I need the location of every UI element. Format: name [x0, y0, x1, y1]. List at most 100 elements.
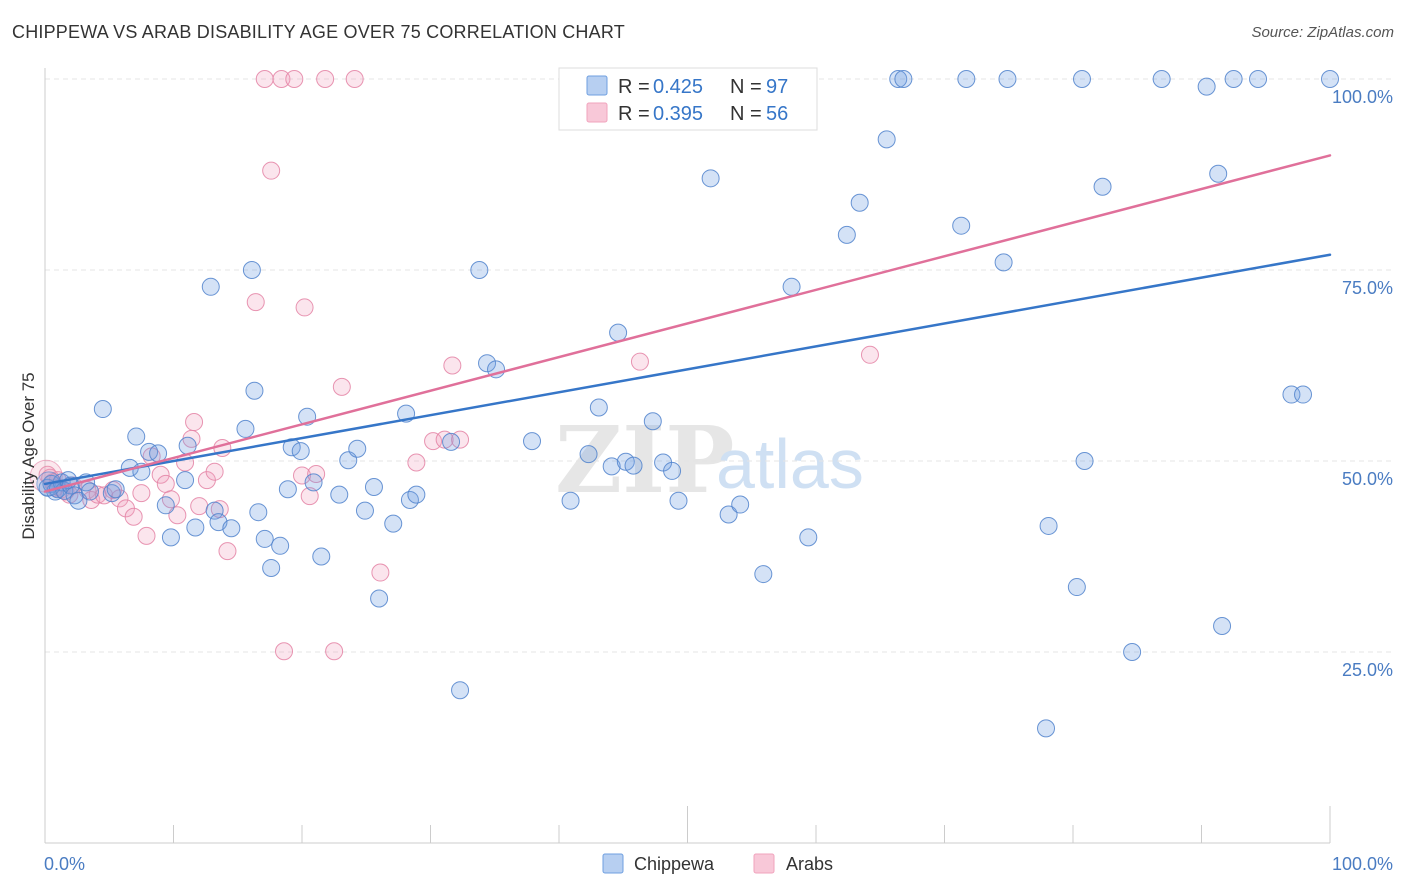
- chippewa-point-55: [478, 354, 497, 373]
- chippewa-point-90: [1123, 643, 1142, 661]
- chippewa-point-78: [889, 70, 908, 88]
- chippewa-n-value: 97: [766, 76, 788, 98]
- chippewa-point-24: [186, 518, 205, 537]
- chippewa-point-42: [330, 485, 349, 504]
- arabs-point-51: [443, 356, 462, 375]
- arabs-point-53: [630, 352, 649, 371]
- chippewa-point-98: [1294, 385, 1313, 404]
- chippewa-point-93: [1209, 164, 1228, 183]
- chippewa-point-22: [176, 471, 195, 490]
- y-axis-title: Disability Age Over 75: [19, 372, 38, 539]
- chippewa-point-82: [994, 253, 1013, 272]
- chippewa-swatch: [586, 75, 608, 96]
- arabs-legend-label: Arabs: [786, 854, 833, 874]
- arabs-point-48: [407, 453, 426, 472]
- chippewa-point-87: [1072, 70, 1091, 88]
- chippewa-point-40: [304, 473, 323, 492]
- chippewa-point-62: [609, 323, 628, 342]
- arabs-point-23: [168, 506, 187, 525]
- chippewa-point-95: [1224, 70, 1243, 88]
- chippewa-r-value: 0.425: [653, 76, 703, 98]
- chippewa-point-52: [442, 432, 461, 451]
- chippewa-point-51: [407, 485, 426, 504]
- chippewa-point-20: [156, 496, 175, 515]
- arabs-trend-line: [43, 154, 1332, 493]
- arabs-point-18: [137, 526, 156, 545]
- arabs-points: [29, 70, 879, 661]
- arabs-point-34: [255, 70, 274, 88]
- arabs-point-47: [371, 563, 390, 582]
- chippewa-point-21: [161, 528, 180, 547]
- chippewa-point-68: [669, 491, 688, 510]
- chippewa-point-86: [1067, 578, 1086, 597]
- x-tick-label-max: 100.0%: [1332, 854, 1393, 874]
- arabs-point-26: [185, 413, 204, 432]
- arabs-r-value: 0.395: [653, 103, 703, 125]
- arabs-point-32: [218, 542, 237, 561]
- chippewa-point-26: [205, 501, 224, 520]
- chippewa-point-88: [1075, 452, 1094, 470]
- chippewa-point-46: [364, 477, 383, 496]
- chippewa-point-99: [1321, 70, 1339, 88]
- chippewa-point-16: [127, 427, 146, 446]
- arabs-point-45: [332, 377, 351, 396]
- chippewa-point-29: [236, 419, 255, 438]
- chippewa-point-57: [523, 432, 542, 451]
- chippewa-point-60: [589, 398, 608, 417]
- arabs-point-55: [860, 345, 879, 364]
- chippewa-point-73: [782, 277, 801, 296]
- chippewa-n-label: N =: [730, 76, 762, 98]
- stats-legend: R = 0.425 N = 97 R = 0.395 N = 56: [558, 67, 818, 131]
- chippewa-point-28: [222, 519, 241, 538]
- arabs-point-46: [345, 70, 364, 88]
- trend-lines: [43, 154, 1332, 493]
- chippewa-point-59: [579, 445, 598, 464]
- chippewa-point-84: [1037, 719, 1056, 738]
- chippewa-point-34: [262, 558, 281, 577]
- chippewa-point-32: [249, 503, 268, 522]
- y-tick-labels: 25.0% 50.0% 75.0% 100.0%: [1332, 87, 1393, 680]
- chippewa-point-45: [355, 501, 374, 520]
- arabs-point-40: [295, 298, 314, 317]
- arabs-point-29: [205, 462, 224, 481]
- arabs-point-38: [285, 70, 304, 88]
- chippewa-point-35: [271, 536, 290, 555]
- chippewa-point-11: [80, 482, 99, 501]
- chippewa-point-64: [624, 456, 643, 475]
- chippewa-point-36: [278, 480, 297, 499]
- arabs-swatch: [586, 102, 608, 123]
- chippewa-legend-label: Chippewa: [634, 854, 715, 874]
- arabs-n-label: N =: [730, 103, 762, 125]
- chippewa-point-85: [1039, 516, 1058, 535]
- chippewa-legend-swatch: [602, 853, 624, 874]
- series-legend: Chippewa Arabs: [602, 853, 833, 874]
- chippewa-point-92: [1197, 77, 1216, 96]
- source-credit: Source: ZipAtlas.com: [1251, 24, 1394, 41]
- chippewa-point-70: [719, 505, 738, 524]
- chippewa-point-79: [894, 70, 913, 88]
- chippewa-point-91: [1152, 70, 1171, 88]
- chippewa-point-31: [245, 381, 264, 400]
- chippewa-point-80: [952, 216, 971, 235]
- chippewa-point-53: [451, 681, 470, 700]
- chippewa-point-30: [242, 261, 261, 279]
- arabs-point-49: [424, 432, 443, 451]
- arabs-r-label: R =: [618, 103, 650, 125]
- chippewa-point-94: [1213, 617, 1232, 636]
- chippewa-point-54: [470, 261, 489, 279]
- chippewa-point-58: [561, 491, 580, 510]
- arabs-point-22: [161, 490, 180, 509]
- arabs-point-27: [190, 497, 209, 516]
- chippewa-r-label: R =: [618, 76, 650, 98]
- arabs-point-43: [316, 70, 335, 88]
- chippewa-point-14: [106, 480, 125, 499]
- arabs-point-17: [132, 484, 151, 503]
- chippewa-point-81: [957, 70, 976, 88]
- arabs-point-37: [275, 642, 294, 661]
- chippewa-point-12: [93, 400, 112, 419]
- x-tick-label-min: 0.0%: [44, 854, 85, 874]
- arabs-point-33: [246, 293, 265, 312]
- chippewa-point-69: [701, 169, 720, 188]
- chippewa-point-77: [877, 130, 896, 149]
- gridlines: [45, 78, 1395, 653]
